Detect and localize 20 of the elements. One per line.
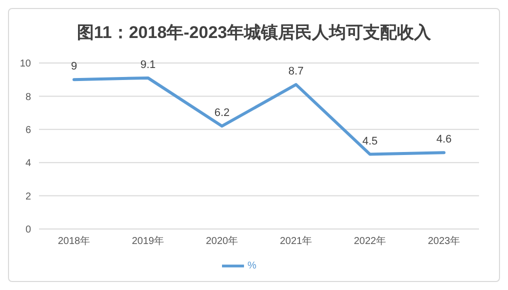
data-label: 8.7	[288, 66, 304, 78]
y-tick-label: 6	[25, 124, 32, 136]
legend-label: %	[248, 260, 256, 272]
x-tick-label: 2022年	[354, 235, 386, 248]
x-tick-label: 2019年	[132, 235, 164, 248]
x-tick-label: 2018年	[58, 235, 90, 248]
y-tick-label: 0	[25, 224, 32, 236]
x-tick-label: 2020年	[206, 235, 238, 248]
data-label: 6.2	[214, 107, 230, 120]
data-label: 4.6	[436, 134, 452, 146]
data-label: 4.5	[362, 135, 378, 148]
chart-title: 图11：2018年-2023年城镇居民人均可支配收入	[76, 22, 432, 43]
x-tick-label: 2021年	[280, 235, 312, 248]
y-tick-label: 2	[25, 191, 32, 202]
data-label: 9	[70, 60, 78, 73]
y-tick-label: 8	[25, 92, 32, 103]
y-tick-label: 10	[20, 58, 32, 70]
x-tick-label: 2023年	[428, 235, 460, 248]
data-label: 9.1	[140, 58, 156, 71]
y-tick-label: 4	[25, 158, 32, 170]
